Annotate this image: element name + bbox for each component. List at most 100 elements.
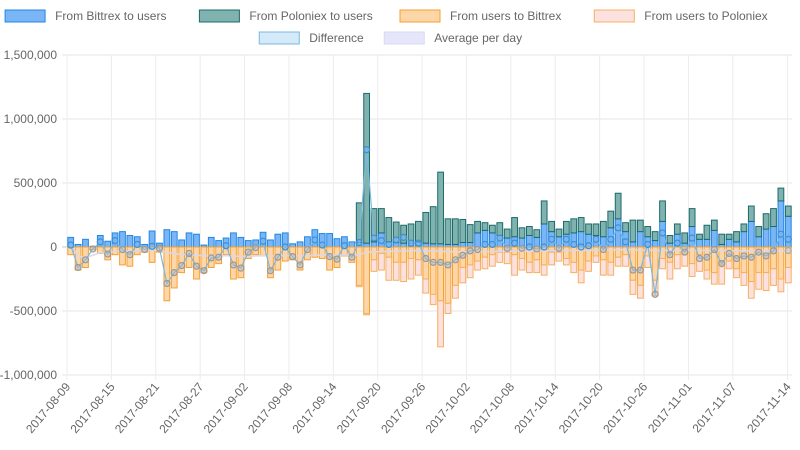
- bar-poloniex-in[interactable]: [429, 293, 437, 306]
- bar-bittrex-in[interactable]: [747, 246, 755, 283]
- difference-point[interactable]: [244, 248, 252, 256]
- bar-bittrex-out[interactable]: [710, 229, 718, 248]
- bar-poloniex-in[interactable]: [666, 261, 674, 280]
- difference-point[interactable]: [118, 245, 127, 254]
- bar-bittrex-out[interactable]: [274, 233, 282, 248]
- bar-bittrex-out[interactable]: [370, 241, 378, 248]
- bar-poloniex-out[interactable]: [725, 233, 733, 240]
- bar-poloniex-in[interactable]: [747, 281, 755, 299]
- bar-poloniex-out[interactable]: [540, 200, 548, 225]
- bar-poloniex-out[interactable]: [422, 211, 430, 244]
- bar-bittrex-out[interactable]: [333, 238, 341, 248]
- difference-point[interactable]: [584, 242, 593, 250]
- bar-poloniex-in[interactable]: [415, 259, 422, 276]
- difference-point[interactable]: [718, 260, 726, 268]
- bar-bittrex-in[interactable]: [452, 246, 459, 286]
- difference-point[interactable]: [681, 248, 689, 256]
- bar-poloniex-in[interactable]: [614, 256, 622, 267]
- bar-bittrex-in[interactable]: [570, 246, 578, 263]
- difference-point[interactable]: [784, 235, 792, 243]
- bar-poloniex-in[interactable]: [762, 272, 770, 292]
- difference-point[interactable]: [222, 242, 230, 250]
- bar-poloniex-out[interactable]: [718, 233, 726, 245]
- difference-point[interactable]: [740, 252, 748, 260]
- bar-poloniex-out[interactable]: [710, 219, 718, 231]
- bar-poloniex-in[interactable]: [659, 258, 666, 270]
- difference-point[interactable]: [111, 237, 119, 245]
- bar-poloniex-in[interactable]: [355, 284, 363, 288]
- bar-bittrex-out[interactable]: [762, 228, 770, 248]
- bar-poloniex-in[interactable]: [740, 272, 748, 286]
- bar-poloniex-in[interactable]: [444, 302, 452, 315]
- difference-point[interactable]: [555, 244, 563, 252]
- difference-point[interactable]: [503, 244, 511, 252]
- difference-point[interactable]: [289, 253, 297, 261]
- bar-bittrex-out[interactable]: [400, 242, 407, 248]
- bar-poloniex-out[interactable]: [703, 224, 711, 240]
- bar-bittrex-in[interactable]: [422, 246, 430, 280]
- average-point[interactable]: [784, 246, 792, 255]
- bar-poloniex-in[interactable]: [548, 251, 555, 266]
- bar-poloniex-in[interactable]: [474, 260, 481, 271]
- bar-poloniex-in[interactable]: [370, 259, 378, 272]
- difference-point[interactable]: [725, 249, 733, 257]
- bar-poloniex-out[interactable]: [466, 224, 474, 244]
- bar-bittrex-out[interactable]: [193, 233, 200, 248]
- bar-poloniex-in[interactable]: [496, 251, 504, 263]
- bar-poloniex-out[interactable]: [518, 227, 526, 239]
- bar-bittrex-in[interactable]: [237, 246, 245, 279]
- bar-poloniex-in[interactable]: [570, 261, 578, 274]
- difference-point[interactable]: [74, 263, 82, 272]
- bar-bittrex-out[interactable]: [215, 240, 223, 248]
- bar-poloniex-out[interactable]: [429, 206, 437, 245]
- bar-poloniex-in[interactable]: [459, 266, 467, 284]
- bar-poloniex-in[interactable]: [607, 261, 615, 276]
- legend-item[interactable]: From users to Poloniex: [593, 9, 768, 23]
- difference-point[interactable]: [592, 235, 600, 243]
- bar-poloniex-in[interactable]: [688, 263, 696, 277]
- bar-bittrex-out[interactable]: [599, 236, 607, 248]
- legend-item[interactable]: From Poloniex to users: [198, 9, 373, 23]
- bar-bittrex-out[interactable]: [178, 239, 186, 248]
- bar-poloniex-out[interactable]: [770, 208, 777, 228]
- bar-poloniex-in[interactable]: [755, 272, 763, 290]
- bar-poloniex-out[interactable]: [740, 223, 748, 233]
- difference-point[interactable]: [377, 237, 386, 245]
- bar-poloniex-out[interactable]: [548, 220, 555, 233]
- bar-bittrex-out[interactable]: [126, 234, 134, 248]
- bar-bittrex-in[interactable]: [562, 246, 570, 260]
- difference-point[interactable]: [207, 254, 215, 262]
- bar-poloniex-out[interactable]: [681, 232, 689, 244]
- bar-bittrex-out[interactable]: [466, 242, 474, 248]
- difference-point[interactable]: [577, 243, 585, 251]
- bar-poloniex-in[interactable]: [407, 258, 415, 280]
- bar-poloniex-out[interactable]: [777, 187, 785, 202]
- difference-point[interactable]: [429, 258, 437, 266]
- bar-poloniex-out[interactable]: [444, 218, 452, 245]
- bar-poloniex-out[interactable]: [747, 205, 755, 222]
- legend-item[interactable]: Difference: [258, 31, 364, 45]
- bar-bittrex-out[interactable]: [296, 241, 304, 248]
- difference-point[interactable]: [178, 261, 186, 270]
- bar-bittrex-in[interactable]: [355, 246, 363, 286]
- difference-point[interactable]: [259, 237, 267, 245]
- bar-poloniex-in[interactable]: [673, 254, 681, 270]
- difference-point[interactable]: [303, 245, 312, 254]
- bar-poloniex-in[interactable]: [503, 251, 511, 265]
- bar-poloniex-in[interactable]: [481, 256, 489, 270]
- difference-point[interactable]: [370, 234, 378, 242]
- bar-poloniex-out[interactable]: [755, 226, 763, 238]
- difference-point[interactable]: [385, 240, 393, 249]
- difference-point[interactable]: [762, 252, 770, 260]
- bar-poloniex-out[interactable]: [659, 200, 666, 222]
- bar-poloniex-in[interactable]: [392, 261, 400, 281]
- difference-point[interactable]: [666, 251, 674, 259]
- bar-poloniex-out[interactable]: [370, 208, 378, 243]
- bar-poloniex-in[interactable]: [555, 251, 563, 262]
- bar-poloniex-in[interactable]: [592, 255, 600, 263]
- difference-point[interactable]: [629, 266, 637, 274]
- bar-bittrex-out[interactable]: [326, 233, 334, 248]
- difference-point[interactable]: [703, 253, 711, 261]
- bar-bittrex-in[interactable]: [392, 246, 400, 263]
- bar-poloniex-in[interactable]: [422, 278, 430, 294]
